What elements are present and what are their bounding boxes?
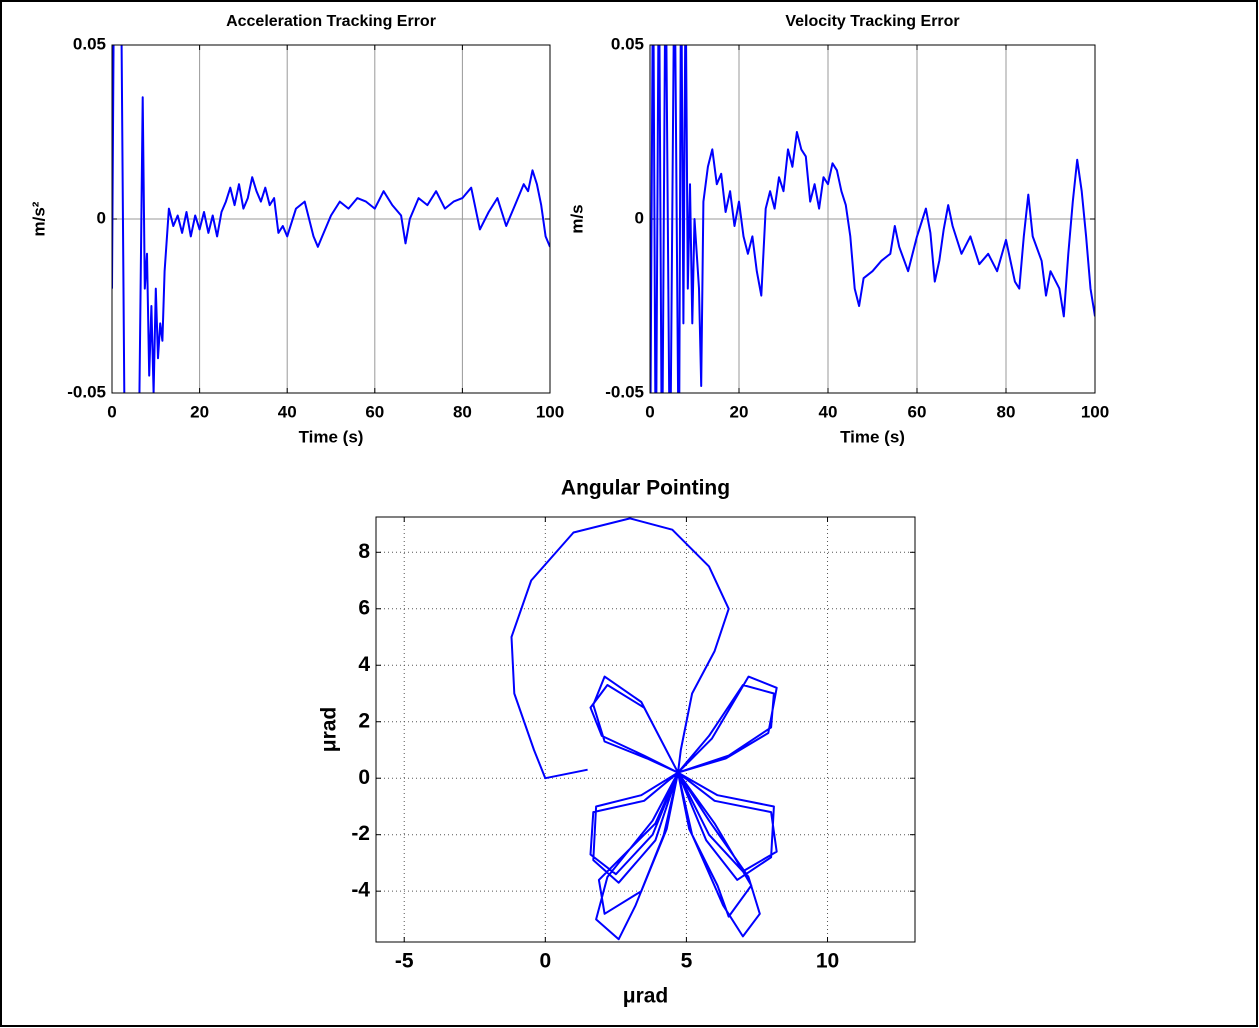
x-tick-label: 0 xyxy=(645,402,654,421)
x-tick-label: 20 xyxy=(190,402,209,421)
data-line xyxy=(510,517,778,941)
x-tick-label: 5 xyxy=(681,950,693,973)
data-line xyxy=(112,45,550,393)
axes-bg xyxy=(376,517,915,942)
y-tick-label: -4 xyxy=(351,879,370,902)
x-tick-label: 20 xyxy=(730,402,749,421)
axes-box xyxy=(111,44,551,394)
axes-box xyxy=(375,516,916,943)
x-tick-label: 80 xyxy=(997,402,1016,421)
y-tick-label: 2 xyxy=(358,709,370,732)
x-axis-label: μrad xyxy=(623,985,669,1008)
x-tick-label: 0 xyxy=(539,950,551,973)
x-axis-label: Time (s) xyxy=(840,427,905,446)
chart-title: Angular Pointing xyxy=(561,477,730,500)
x-tick-label: 10 xyxy=(816,950,839,973)
y-tick-label: -2 xyxy=(351,822,370,845)
chart-title: Velocity Tracking Error xyxy=(785,13,959,30)
x-tick-label: 100 xyxy=(1081,402,1109,421)
y-tick-label: 0.05 xyxy=(73,34,106,53)
x-tick-label: 0 xyxy=(107,402,116,421)
y-tick-label: 0 xyxy=(358,766,370,789)
chart-title: Acceleration Tracking Error xyxy=(226,13,436,30)
x-tick-label: 80 xyxy=(453,402,472,421)
axes-box xyxy=(649,44,1096,394)
y-axis-label: m/s xyxy=(567,204,586,233)
x-tick-label: 60 xyxy=(365,402,384,421)
x-tick-label: 40 xyxy=(278,402,297,421)
y-axis-label: m/s² xyxy=(29,201,48,236)
x-tick-label: 60 xyxy=(908,402,927,421)
x-tick-label: -5 xyxy=(395,950,414,973)
y-tick-label: 0 xyxy=(97,208,106,227)
y-tick-label: 0.05 xyxy=(611,34,644,53)
x-tick-label: 100 xyxy=(536,402,564,421)
data-line xyxy=(650,45,1095,393)
y-axis-label: μrad xyxy=(318,707,341,753)
y-tick-label: -0.05 xyxy=(605,382,644,401)
y-tick-label: 6 xyxy=(358,596,370,619)
y-tick-label: -0.05 xyxy=(67,382,106,401)
x-axis-label: Time (s) xyxy=(299,427,364,446)
y-tick-label: 0 xyxy=(635,208,644,227)
x-tick-label: 40 xyxy=(819,402,838,421)
y-tick-label: 4 xyxy=(358,653,370,676)
y-tick-label: 8 xyxy=(358,540,370,563)
